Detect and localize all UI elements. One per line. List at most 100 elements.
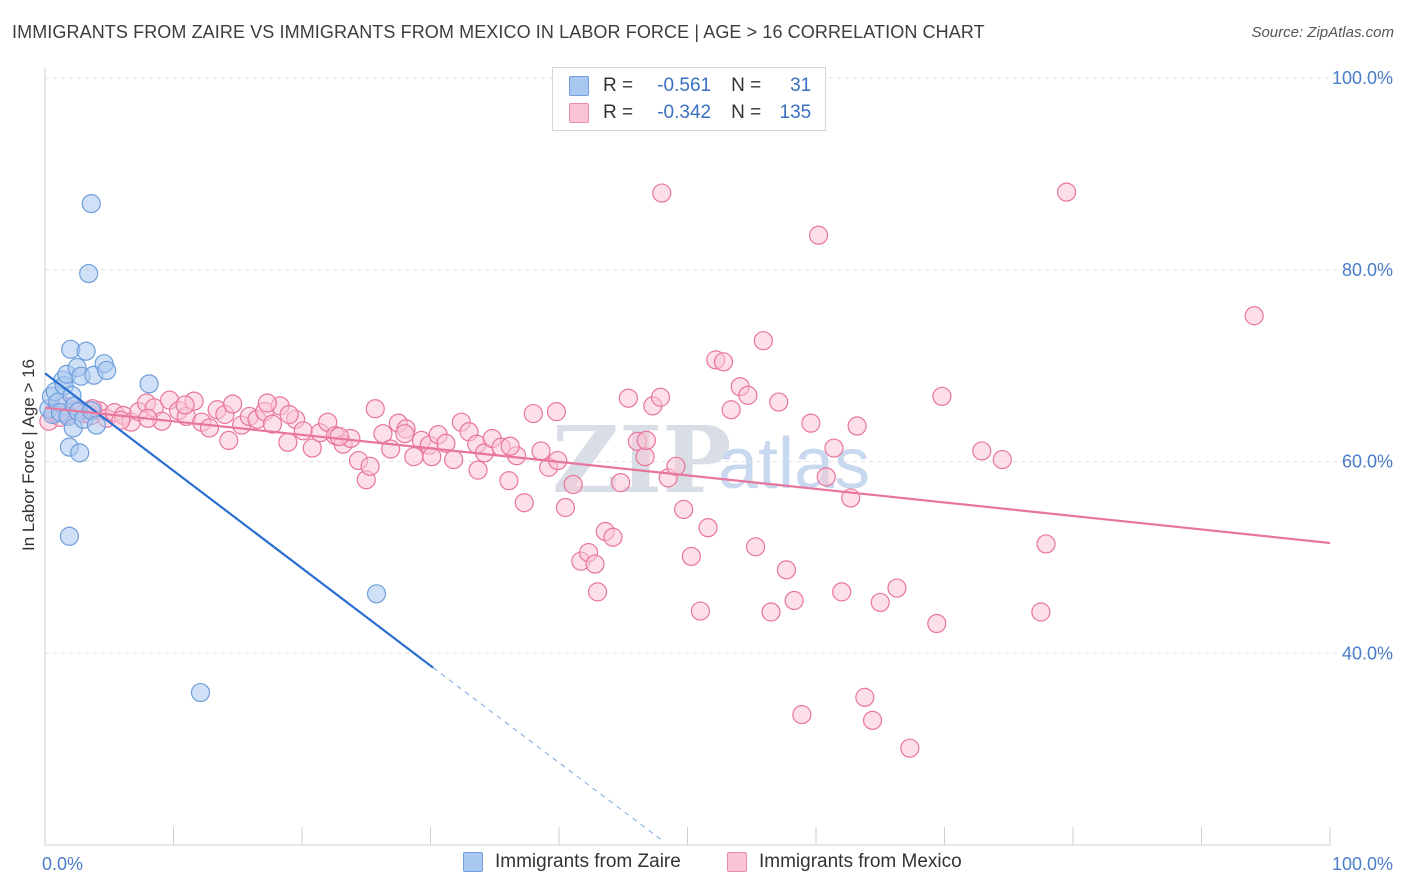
legend-swatch-mexico	[569, 103, 589, 123]
mexico-point	[404, 447, 424, 467]
mexico-point	[870, 592, 890, 613]
mexico-point	[801, 413, 821, 433]
zaire-point	[81, 193, 101, 214]
zaire-point	[76, 341, 96, 361]
zaire-trend-line	[44, 372, 434, 669]
mexico-point	[436, 433, 456, 453]
mexico-point	[761, 602, 781, 622]
mexico-point	[738, 385, 758, 405]
bottom-legend-swatch-zaire	[463, 852, 483, 872]
mexico-point	[776, 560, 797, 580]
y-tick-label: 100.0%	[1332, 68, 1393, 88]
mexico-point	[1036, 534, 1056, 554]
mexico-point	[746, 537, 766, 557]
mexico-point	[698, 518, 718, 538]
mexico-point	[792, 705, 812, 725]
y-tick-label: 40.0%	[1342, 643, 1393, 663]
mexico-point	[514, 493, 534, 513]
x-tick-label: 0.0%	[42, 854, 83, 874]
mexico-point	[523, 403, 543, 424]
source-label: Source: ZipAtlas.com	[1251, 24, 1394, 41]
x-tick-label: 100.0%	[1332, 854, 1393, 874]
mexico-point	[585, 554, 605, 574]
mexico-point	[753, 331, 773, 351]
mexico-point	[531, 441, 551, 461]
legend-n-value: 135	[779, 102, 812, 123]
mexico-point	[832, 582, 852, 602]
mexico-trend-line	[44, 406, 1331, 545]
legend-n-label: N =	[731, 75, 762, 96]
trend-lines	[44, 372, 1331, 841]
zaire-point	[70, 443, 90, 463]
mexico-point	[636, 430, 656, 451]
mexico-point	[972, 441, 992, 461]
mexico-point	[816, 467, 836, 487]
legend-row-mexico: R = -0.342 N = 135	[569, 100, 811, 126]
mexico-point	[563, 474, 583, 495]
legend-r-value: -0.342	[657, 102, 712, 123]
bottom-legend-mexico: Immigrants from Mexico	[727, 851, 962, 873]
series-zaire-points	[39, 193, 387, 703]
zaire-point	[86, 415, 107, 435]
mexico-point	[223, 394, 243, 414]
legend-row-zaire: R = -0.561 N = 31	[569, 73, 811, 99]
mexico-point	[199, 418, 220, 438]
mexico-point	[927, 613, 947, 634]
mexico-point	[650, 387, 671, 407]
mexico-point	[862, 710, 883, 730]
y-tick-label: 80.0%	[1342, 260, 1393, 280]
mexico-point	[555, 497, 576, 518]
bottom-legend-zaire: Immigrants from Zaire	[463, 851, 681, 873]
watermark: ZIP atlas	[552, 406, 870, 514]
mexico-point	[500, 436, 520, 456]
y-axis-title: In Labor Force | Age > 16	[19, 359, 38, 551]
zaire-point	[139, 374, 159, 394]
legend-swatch-zaire	[569, 76, 589, 96]
mexico-point	[499, 471, 519, 491]
mexico-point	[652, 183, 672, 203]
mexico-point	[587, 582, 608, 602]
mexico-point	[681, 546, 701, 567]
mexico-point	[603, 527, 623, 547]
mexico-point	[422, 447, 442, 467]
mexico-point	[360, 456, 380, 476]
mexico-point	[784, 590, 804, 611]
zaire-trend-extension	[432, 667, 663, 841]
mexico-point	[468, 460, 488, 480]
mexico-point	[175, 395, 195, 415]
mexico-point	[219, 430, 239, 451]
mexico-point	[611, 472, 631, 493]
mexico-point	[293, 421, 313, 441]
mexico-point	[666, 456, 686, 476]
y-tick-label: 60.0%	[1342, 452, 1393, 472]
mexico-point	[769, 392, 789, 412]
legend-n-label: N =	[731, 102, 762, 123]
mexico-point	[887, 578, 907, 598]
stats-legend: R = -0.561 N = 31 R = -0.342 N = 135	[552, 67, 826, 131]
tick-labels: 40.0% 60.0% 80.0% 100.0% 0.0% 100.0%	[42, 68, 1393, 874]
mexico-point	[635, 447, 655, 467]
mexico-point	[992, 449, 1012, 470]
mexico-point	[395, 424, 415, 444]
mexico-point	[278, 432, 298, 452]
axes	[44, 68, 1331, 846]
mexico-point	[900, 738, 920, 758]
legend-r-value: -0.561	[657, 75, 712, 96]
mexico-point	[824, 438, 844, 458]
mexico-point	[444, 449, 464, 470]
mexico-point	[690, 601, 710, 621]
mexico-point	[279, 404, 299, 425]
bottom-legend-swatch-mexico	[727, 852, 747, 872]
mexico-point	[808, 225, 829, 245]
zaire-point	[79, 263, 99, 284]
mexico-point	[1031, 602, 1051, 622]
mexico-point	[257, 393, 277, 413]
mexico-point	[302, 438, 322, 458]
mexico-point	[1244, 306, 1264, 326]
legend-r-label: R =	[603, 102, 634, 123]
mexico-point	[618, 388, 638, 408]
mexico-point	[1056, 182, 1077, 202]
legend-n-value: 31	[790, 75, 812, 96]
mexico-point	[674, 499, 694, 520]
zaire-point	[366, 584, 387, 604]
